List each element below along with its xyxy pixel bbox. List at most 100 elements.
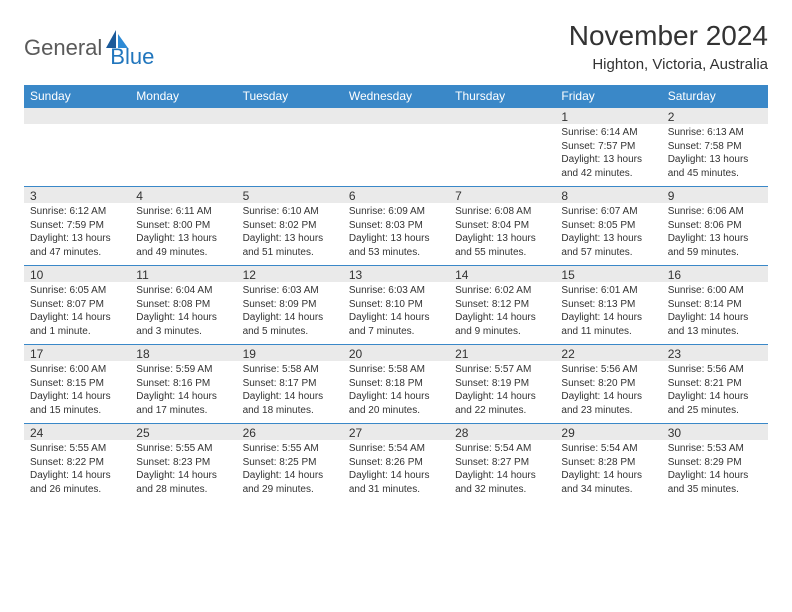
info-cell: Sunrise: 6:10 AMSunset: 8:02 PMDaylight:… xyxy=(237,203,343,266)
info-cell: Sunrise: 5:56 AMSunset: 8:20 PMDaylight:… xyxy=(555,361,661,424)
info-line: Sunrise: 6:08 AM xyxy=(455,205,549,219)
info-row: Sunrise: 6:12 AMSunset: 7:59 PMDaylight:… xyxy=(24,203,768,266)
info-line: Sunset: 8:07 PM xyxy=(30,298,124,312)
info-line: Sunrise: 6:13 AM xyxy=(668,126,762,140)
info-line: Sunset: 8:10 PM xyxy=(349,298,443,312)
info-line: Daylight: 13 hours xyxy=(561,232,655,246)
date-row: 3456789 xyxy=(24,187,768,204)
info-line: Daylight: 14 hours xyxy=(136,311,230,325)
date-cell: 22 xyxy=(555,345,661,362)
month-title: November 2024 xyxy=(569,20,768,52)
date-cell: 28 xyxy=(449,424,555,441)
info-line: and 18 minutes. xyxy=(243,404,337,418)
info-line: Sunset: 8:27 PM xyxy=(455,456,549,470)
info-line: Sunset: 8:16 PM xyxy=(136,377,230,391)
info-line: and 26 minutes. xyxy=(30,483,124,497)
col-thursday: Thursday xyxy=(449,85,555,108)
info-line: Sunrise: 6:00 AM xyxy=(668,284,762,298)
info-line: Sunset: 7:59 PM xyxy=(30,219,124,233)
logo: General Blue xyxy=(24,26,154,70)
info-line: and 20 minutes. xyxy=(349,404,443,418)
date-cell: 6 xyxy=(343,187,449,204)
date-cell: 29 xyxy=(555,424,661,441)
info-cell: Sunrise: 6:01 AMSunset: 8:13 PMDaylight:… xyxy=(555,282,661,345)
date-cell: 27 xyxy=(343,424,449,441)
date-cell: 19 xyxy=(237,345,343,362)
info-line: Daylight: 14 hours xyxy=(30,311,124,325)
info-line: and 53 minutes. xyxy=(349,246,443,260)
info-line: Sunset: 8:20 PM xyxy=(561,377,655,391)
info-line: Daylight: 14 hours xyxy=(243,390,337,404)
info-line: and 51 minutes. xyxy=(243,246,337,260)
info-line: Sunrise: 5:58 AM xyxy=(243,363,337,377)
date-cell: 8 xyxy=(555,187,661,204)
info-line: Sunset: 8:22 PM xyxy=(30,456,124,470)
info-line: Sunset: 8:06 PM xyxy=(668,219,762,233)
info-line: Daylight: 14 hours xyxy=(136,390,230,404)
info-cell xyxy=(24,124,130,187)
date-cell: 26 xyxy=(237,424,343,441)
info-line: and 7 minutes. xyxy=(349,325,443,339)
info-line: and 31 minutes. xyxy=(349,483,443,497)
date-cell: 9 xyxy=(662,187,768,204)
info-line: Sunrise: 5:56 AM xyxy=(561,363,655,377)
info-line: Daylight: 14 hours xyxy=(455,390,549,404)
info-line: Sunset: 8:12 PM xyxy=(455,298,549,312)
info-line: and 1 minute. xyxy=(30,325,124,339)
info-line: and 59 minutes. xyxy=(668,246,762,260)
info-line: Sunset: 8:02 PM xyxy=(243,219,337,233)
info-line: and 49 minutes. xyxy=(136,246,230,260)
info-cell: Sunrise: 5:54 AMSunset: 8:28 PMDaylight:… xyxy=(555,440,661,502)
header: General Blue November 2024 Highton, Vict… xyxy=(24,20,768,73)
info-line: Sunset: 8:14 PM xyxy=(668,298,762,312)
info-line: Sunset: 8:15 PM xyxy=(30,377,124,391)
info-line: Sunset: 8:18 PM xyxy=(349,377,443,391)
title-block: November 2024 Highton, Victoria, Austral… xyxy=(569,20,768,73)
info-cell xyxy=(130,124,236,187)
info-line: Sunrise: 5:55 AM xyxy=(136,442,230,456)
info-line: Sunset: 8:23 PM xyxy=(136,456,230,470)
date-cell: 4 xyxy=(130,187,236,204)
info-line: Daylight: 14 hours xyxy=(243,469,337,483)
info-line: Daylight: 13 hours xyxy=(561,153,655,167)
info-line: and 34 minutes. xyxy=(561,483,655,497)
col-saturday: Saturday xyxy=(662,85,768,108)
date-cell: 30 xyxy=(662,424,768,441)
info-line: Sunset: 8:19 PM xyxy=(455,377,549,391)
col-tuesday: Tuesday xyxy=(237,85,343,108)
info-line: and 17 minutes. xyxy=(136,404,230,418)
info-line: Sunrise: 6:12 AM xyxy=(30,205,124,219)
date-cell: 16 xyxy=(662,266,768,283)
date-cell: 24 xyxy=(24,424,130,441)
info-line: Sunrise: 6:05 AM xyxy=(30,284,124,298)
info-line: Daylight: 13 hours xyxy=(243,232,337,246)
info-line: Sunset: 7:58 PM xyxy=(668,140,762,154)
date-cell: 20 xyxy=(343,345,449,362)
info-line: Sunrise: 5:53 AM xyxy=(668,442,762,456)
info-cell: Sunrise: 6:07 AMSunset: 8:05 PMDaylight:… xyxy=(555,203,661,266)
col-sunday: Sunday xyxy=(24,85,130,108)
info-line: Sunrise: 5:55 AM xyxy=(243,442,337,456)
date-cell: 5 xyxy=(237,187,343,204)
info-line: Daylight: 13 hours xyxy=(30,232,124,246)
date-cell: 21 xyxy=(449,345,555,362)
info-line: Sunset: 8:25 PM xyxy=(243,456,337,470)
date-cell xyxy=(237,108,343,125)
info-line: Sunrise: 5:56 AM xyxy=(668,363,762,377)
info-line: Sunrise: 6:06 AM xyxy=(668,205,762,219)
info-line: Sunrise: 6:03 AM xyxy=(349,284,443,298)
info-line: Sunrise: 6:14 AM xyxy=(561,126,655,140)
info-line: and 3 minutes. xyxy=(136,325,230,339)
date-cell: 2 xyxy=(662,108,768,125)
info-line: and 22 minutes. xyxy=(455,404,549,418)
date-row: 10111213141516 xyxy=(24,266,768,283)
info-line: Daylight: 14 hours xyxy=(455,311,549,325)
info-cell: Sunrise: 5:58 AMSunset: 8:18 PMDaylight:… xyxy=(343,361,449,424)
info-cell: Sunrise: 6:06 AMSunset: 8:06 PMDaylight:… xyxy=(662,203,768,266)
info-line: Sunrise: 6:01 AM xyxy=(561,284,655,298)
info-cell: Sunrise: 5:54 AMSunset: 8:27 PMDaylight:… xyxy=(449,440,555,502)
info-line: and 32 minutes. xyxy=(455,483,549,497)
date-cell: 1 xyxy=(555,108,661,125)
info-line: and 57 minutes. xyxy=(561,246,655,260)
info-line: and 45 minutes. xyxy=(668,167,762,181)
